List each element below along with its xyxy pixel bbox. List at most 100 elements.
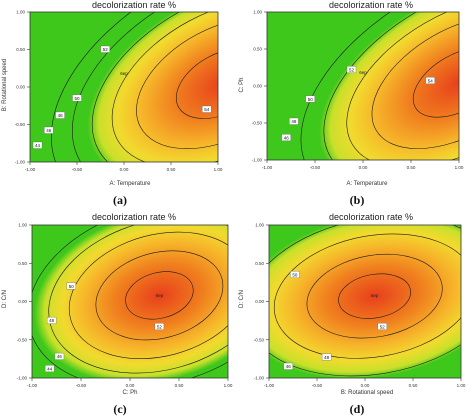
y-axis-label: C: Ph <box>239 77 245 93</box>
svg-text:44: 44 <box>47 366 53 371</box>
svg-text:54: 54 <box>428 78 434 83</box>
y-tick-label: -0.50 <box>252 121 263 126</box>
y-tick-label: 0.00 <box>255 299 264 304</box>
contour-value-label: 54 <box>202 105 212 113</box>
contour-line <box>68 231 228 359</box>
x-tick-label: -0.50 <box>312 383 323 388</box>
panel-title: decolorization rate % <box>91 0 177 10</box>
contour-value-label: 52 <box>377 323 387 330</box>
contour-plot: -1.00 -0.50 0.00 0.50 1.00 -1.00 -0.50 0.00 0.50… <box>15 10 223 173</box>
x-axis-label: C: Ph <box>122 390 138 396</box>
panel-title: decolorization rate % <box>328 0 414 10</box>
y-tick-label: 0.50 <box>18 261 27 266</box>
contour-line <box>48 225 228 374</box>
contour-line <box>91 12 218 162</box>
x-tick-label: 0.00 <box>361 383 370 388</box>
y-tick-label: -0.50 <box>254 337 265 342</box>
x-tick-label: 1.00 <box>455 165 464 170</box>
response-surface <box>30 12 218 162</box>
contour-line <box>306 253 443 339</box>
contour-plot: -1.00 -0.50 0.00 0.50 1.00 -1.00 -0.50 0.00 0.50… <box>252 10 464 171</box>
x-tick-label: -1.00 <box>25 167 36 172</box>
panel-a: decolorization rate % -1.00 -0.50 0.00 0.50… <box>0 0 237 208</box>
svg-text:46: 46 <box>286 364 292 369</box>
contour-value-label: 44 <box>32 141 43 149</box>
y-tick-label: -1.00 <box>17 376 28 381</box>
svg-text:46: 46 <box>57 354 63 359</box>
contour-line <box>412 47 459 118</box>
contour-value-label: 50 <box>72 94 82 102</box>
y-tick-label: -1.00 <box>15 160 26 165</box>
contour-value-label: 48 <box>289 117 299 125</box>
center-point-label: 6ep <box>156 293 164 298</box>
contour-value-label: 46 <box>54 352 65 360</box>
x-tick-label: -0.50 <box>76 383 87 388</box>
y-tick-label: 0.00 <box>18 299 27 304</box>
y-axis-label: D: C/N <box>239 290 245 308</box>
panel-letter: (d) <box>349 402 365 416</box>
svg-text:46: 46 <box>284 135 290 140</box>
svg-text:48: 48 <box>291 119 297 124</box>
panel-letter: (c) <box>113 402 127 416</box>
center-point-label: 6ep <box>371 293 379 298</box>
panel-title: decolorization rate % <box>91 212 177 222</box>
contour-value-label: 52 <box>154 323 165 330</box>
svg-text:48: 48 <box>49 318 55 323</box>
x-axis-label: B: Rotational speed <box>340 390 394 396</box>
y-tick-label: 0.50 <box>16 47 25 52</box>
svg-text:52: 52 <box>103 47 109 52</box>
y-tick-label: 0.50 <box>255 261 264 266</box>
y-tick-label: -0.50 <box>17 337 28 342</box>
contour-value-label: 50 <box>66 282 76 290</box>
contour-value-label: 44 <box>44 365 55 372</box>
contour-line <box>269 225 461 377</box>
y-tick-label: -0.50 <box>15 122 26 127</box>
contour-line <box>371 15 459 149</box>
x-tick-label: 1.00 <box>214 167 223 172</box>
y-tick-label: 0.50 <box>253 47 262 52</box>
contour-value-label: 52 <box>100 45 110 53</box>
svg-text:52: 52 <box>349 67 355 72</box>
contour-value-label: 52 <box>346 66 357 73</box>
response-surface <box>267 12 459 160</box>
x-tick-label: -1.00 <box>262 165 273 170</box>
x-tick-label: -0.50 <box>310 165 321 170</box>
panel-b: decolorization rate % -1.00 -0.50 0.00 0.50… <box>237 0 474 208</box>
svg-text:52: 52 <box>380 324 386 329</box>
y-tick-label: 1.00 <box>253 10 262 15</box>
response-surface <box>269 225 461 378</box>
contour-value-label: 50 <box>305 95 315 103</box>
x-tick-label: -1.00 <box>264 383 275 388</box>
svg-text:50: 50 <box>292 272 298 277</box>
contour-line <box>323 12 459 160</box>
svg-text:48: 48 <box>324 355 330 360</box>
contour-value-label: 46 <box>44 126 54 134</box>
contour-line <box>95 250 224 341</box>
svg-text:48: 48 <box>58 113 64 118</box>
y-axis-label: B: Rotational speed <box>2 58 8 112</box>
contour-line <box>338 273 411 319</box>
contour-line <box>346 12 459 160</box>
x-tick-label: 0.50 <box>409 383 418 388</box>
y-tick-label: 1.00 <box>255 223 264 228</box>
contour-line <box>136 17 218 150</box>
x-tick-label: 0.00 <box>359 165 368 170</box>
contour-line <box>111 12 218 162</box>
y-tick-label: 1.00 <box>16 10 25 15</box>
contour-value-label: 46 <box>281 134 291 141</box>
y-tick-label: -1.00 <box>252 158 263 163</box>
svg-text:52: 52 <box>157 324 163 329</box>
x-tick-label: 0.50 <box>167 167 176 172</box>
x-tick-label: 0.50 <box>407 165 416 170</box>
y-tick-label: 0.00 <box>253 84 262 89</box>
contour-value-label: 54 <box>425 77 435 84</box>
center-point-label: 6ep <box>120 71 128 76</box>
panel-letter: (b) <box>349 193 365 207</box>
contour-line <box>125 271 194 320</box>
x-tick-label: -0.50 <box>72 167 83 172</box>
y-tick-label: -1.00 <box>254 376 265 381</box>
y-axis-label: D: C/N <box>2 290 8 308</box>
contour-plot: -1.00 -0.50 0.00 0.50 1.00 -1.00 -0.50 0.00 0.50… <box>17 223 233 389</box>
svg-text:50: 50 <box>69 284 75 289</box>
